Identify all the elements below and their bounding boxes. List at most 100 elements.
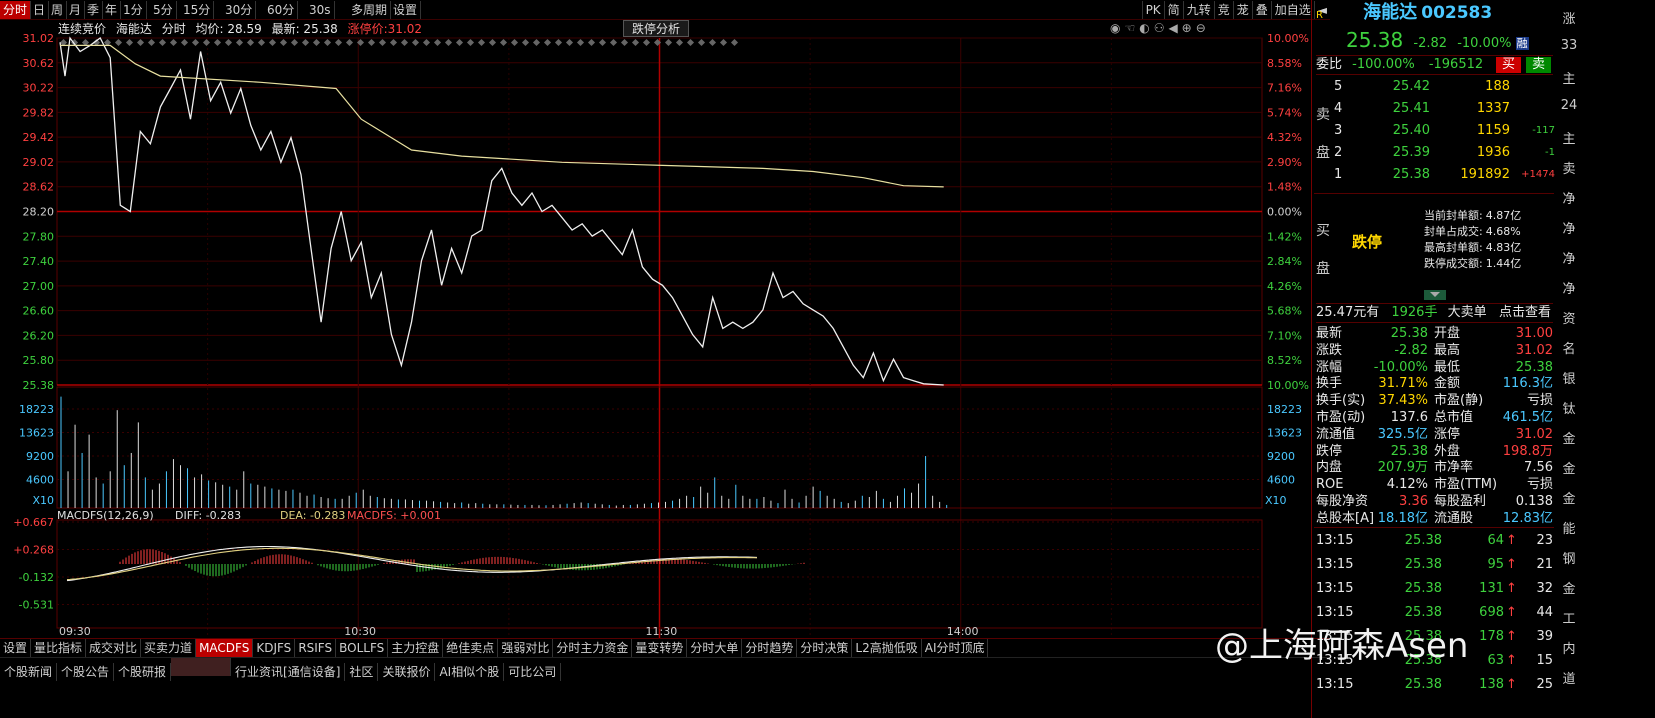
period-tab-7[interactable]: 5分: [150, 1, 177, 19]
top-tool-0[interactable]: PK: [1141, 1, 1164, 19]
auction-marker: [268, 38, 277, 47]
indicator-tab-12[interactable]: 量变转势: [632, 639, 688, 657]
period-tab-12[interactable]: 多周期: [348, 1, 392, 19]
news-tab-0[interactable]: 个股新闻: [0, 663, 58, 681]
indicator-tab-4[interactable]: MACDFS: [196, 639, 254, 657]
side-strip-item[interactable]: 银: [1562, 372, 1576, 387]
chart-tool-icons[interactable]: ◉☜◐⚇◀⊕⊖: [1110, 21, 1210, 35]
side-strip-item[interactable]: 净: [1562, 222, 1576, 237]
indicator-tab-1[interactable]: 量比指标: [31, 639, 87, 657]
top-tool-4[interactable]: 茏: [1232, 1, 1252, 19]
trading-mode: 连续竞价: [58, 22, 107, 36]
news-tab-7[interactable]: AI相似个股: [435, 663, 505, 681]
sell-button[interactable]: 卖: [1525, 57, 1551, 73]
up-arrow-icon: ↑: [1506, 677, 1517, 692]
news-tab-5[interactable]: 社区: [345, 663, 379, 681]
side-strip-item[interactable]: 名: [1562, 342, 1576, 357]
period-tab-13[interactable]: 设置: [390, 1, 422, 19]
side-strip-item[interactable]: 33: [1560, 38, 1578, 53]
indicator-tab-17[interactable]: AI分时顶底: [922, 639, 989, 657]
top-tool-3[interactable]: 竞: [1213, 1, 1233, 19]
period-tab-0[interactable]: 分时: [0, 1, 32, 19]
quote-key: 开盘: [1434, 326, 1461, 341]
side-strip-item[interactable]: 钛: [1562, 402, 1576, 417]
macd-frame: [56, 519, 1263, 629]
top-tool-2[interactable]: 九转: [1182, 1, 1214, 19]
news-tab-4[interactable]: 行业资讯[通信设备]: [231, 663, 346, 681]
indicator-tab-13[interactable]: 分时大单: [687, 639, 743, 657]
side-strip-item[interactable]: 能: [1562, 522, 1576, 537]
side-strip-item[interactable]: 净: [1562, 282, 1576, 297]
side-strip-item[interactable]: 金: [1562, 462, 1576, 477]
indicator-tab-11[interactable]: 分时主力资金: [553, 639, 633, 657]
side-strip-item[interactable]: 道: [1562, 672, 1576, 687]
side-strip-item[interactable]: 工: [1562, 612, 1576, 627]
expand-chevron-icon[interactable]: [1424, 290, 1446, 300]
top-tool-1[interactable]: 简: [1163, 1, 1183, 19]
indicator-tab-8[interactable]: 主力控盘: [388, 639, 444, 657]
period-tab-6[interactable]: 1分: [120, 1, 147, 19]
side-strip-item[interactable]: 卖: [1562, 162, 1576, 177]
side-strip-item[interactable]: 钢: [1562, 552, 1576, 567]
pct-tick-label: 10.00%: [1267, 379, 1309, 392]
news-tab-2[interactable]: 个股研报: [114, 663, 172, 681]
tick-count: 25: [1536, 677, 1553, 692]
auction-marker: [664, 38, 673, 47]
intraday-chart[interactable]: 31.02 10.00% 30.62 8.58% 30.22 7.16% 29.82 5.74…: [0, 20, 1311, 638]
period-tab-9[interactable]: 30分: [222, 1, 257, 19]
news-tab-6[interactable]: 关联报价: [378, 663, 436, 681]
side-strip-item[interactable]: 主: [1562, 72, 1576, 87]
period-tab-4[interactable]: 季: [84, 1, 104, 19]
indicator-tab-9[interactable]: 绝佳卖点: [443, 639, 499, 657]
news-tab-3[interactable]: [171, 658, 232, 676]
indicator-tab-14[interactable]: 分时趋势: [742, 639, 798, 657]
indicator-tab-6[interactable]: RSIFS: [295, 639, 337, 657]
period-tab-2[interactable]: 周: [48, 1, 68, 19]
indicator-tab-15[interactable]: 分时决策: [797, 639, 853, 657]
tick-row: 13:15 25.38 64 ↑ 23: [1316, 532, 1553, 549]
period-tab-8[interactable]: 15分: [180, 1, 215, 19]
side-strip-item[interactable]: 涨: [1562, 12, 1576, 27]
side-strip-item[interactable]: 24: [1560, 98, 1578, 113]
limit-down-analysis-button[interactable]: 跌停分析: [623, 20, 690, 37]
buy-button[interactable]: 买: [1495, 57, 1521, 73]
side-strip-item[interactable]: 资: [1562, 312, 1576, 327]
side-strip-item[interactable]: 净: [1562, 252, 1576, 267]
indicator-tab-5[interactable]: KDJFS: [253, 639, 296, 657]
indicator-tab-3[interactable]: 买卖力道: [141, 639, 197, 657]
top-tool-5[interactable]: 叠: [1251, 1, 1271, 19]
indicator-tab-7[interactable]: BOLLFS: [336, 639, 389, 657]
indicator-tab-16[interactable]: L2高抛低吸: [852, 639, 922, 657]
period-tab-1[interactable]: 日: [30, 1, 50, 19]
indicator-tab-2[interactable]: 成交对比: [86, 639, 142, 657]
news-tabs: 个股新闻 个股公告 个股研报 行业资讯[通信设备] 社区 关联报价 AI相似个股 可比公司: [0, 657, 1330, 681]
side-strip-item[interactable]: 主: [1562, 132, 1576, 147]
price-tick-label: 28.62: [23, 181, 55, 194]
quote-value: -10.00%: [1373, 359, 1428, 375]
stock-code: 002583: [1421, 3, 1493, 23]
side-strip-item[interactable]: 净: [1562, 192, 1576, 207]
time-label: 11:30: [646, 625, 678, 638]
quote-value: 25.38: [1515, 359, 1553, 375]
period-tab-5[interactable]: 年: [102, 1, 122, 19]
tick-price: 25.38: [1404, 605, 1442, 620]
period-tab-10[interactable]: 60分: [264, 1, 299, 19]
side-strip-item[interactable]: 金: [1562, 492, 1576, 507]
period-tab-11[interactable]: 30s: [306, 1, 335, 19]
menu-icon[interactable]: ◄: [1313, 1, 1330, 19]
side-strip-item[interactable]: 金: [1562, 582, 1576, 597]
indicator-tab-10[interactable]: 强弱对比: [498, 639, 554, 657]
auction-marker: [466, 38, 475, 47]
quote-key: 跌停: [1316, 443, 1343, 459]
ask-volume: 1936: [1476, 145, 1510, 160]
period-tab-3[interactable]: 月: [66, 1, 86, 19]
news-tab-8[interactable]: 可比公司: [504, 663, 562, 681]
top-tool-6[interactable]: 加自选: [1270, 1, 1314, 19]
auction-marker: [422, 38, 431, 47]
side-strip-item[interactable]: 金: [1562, 432, 1576, 447]
side-strip-item[interactable]: 内: [1562, 642, 1576, 657]
big-order-view-link[interactable]: 点击查看: [1498, 305, 1551, 320]
indicator-tab-0[interactable]: 设置: [0, 639, 32, 657]
news-tab-1[interactable]: 个股公告: [57, 663, 115, 681]
ask-level: 5: [1334, 79, 1343, 94]
